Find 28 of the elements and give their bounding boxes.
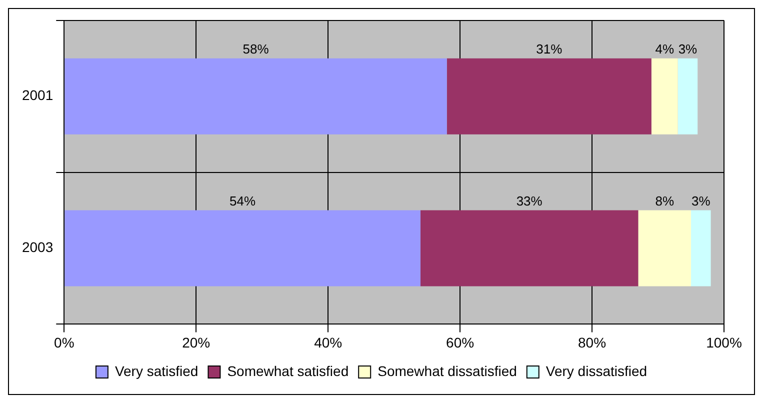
y-tick-label: 2003 xyxy=(22,239,54,256)
x-tick-label: 60% xyxy=(446,334,474,350)
data-label: 54% xyxy=(230,193,256,208)
data-label: 4% xyxy=(655,41,674,56)
data-label: 31% xyxy=(536,41,563,56)
x-tick-label: 40% xyxy=(314,334,342,350)
legend-label: Somewhat dissatisfied xyxy=(378,362,517,379)
data-label: 33% xyxy=(516,193,543,208)
x-tick-label: 0% xyxy=(54,334,74,350)
data-label: 58% xyxy=(242,41,270,56)
bar xyxy=(651,58,678,134)
data-label: 8% xyxy=(655,193,674,208)
bar xyxy=(638,210,692,286)
bar xyxy=(691,210,711,286)
bar xyxy=(420,210,638,286)
x-tick-label: 100% xyxy=(706,334,742,350)
y-tick-label: 2001 xyxy=(22,87,54,104)
bar xyxy=(64,58,447,134)
x-tick-label: 20% xyxy=(182,334,210,350)
data-label: 3% xyxy=(678,41,698,56)
legend-label: Somewhat satisfied xyxy=(227,362,349,379)
data-label: 3% xyxy=(692,193,711,208)
legend-label: Very dissatisfied xyxy=(546,362,648,379)
bar xyxy=(64,210,420,286)
bar xyxy=(678,58,698,134)
x-tick-label: 80% xyxy=(578,334,606,350)
bar xyxy=(446,58,652,134)
legend-label: Very satisfied xyxy=(114,362,198,379)
